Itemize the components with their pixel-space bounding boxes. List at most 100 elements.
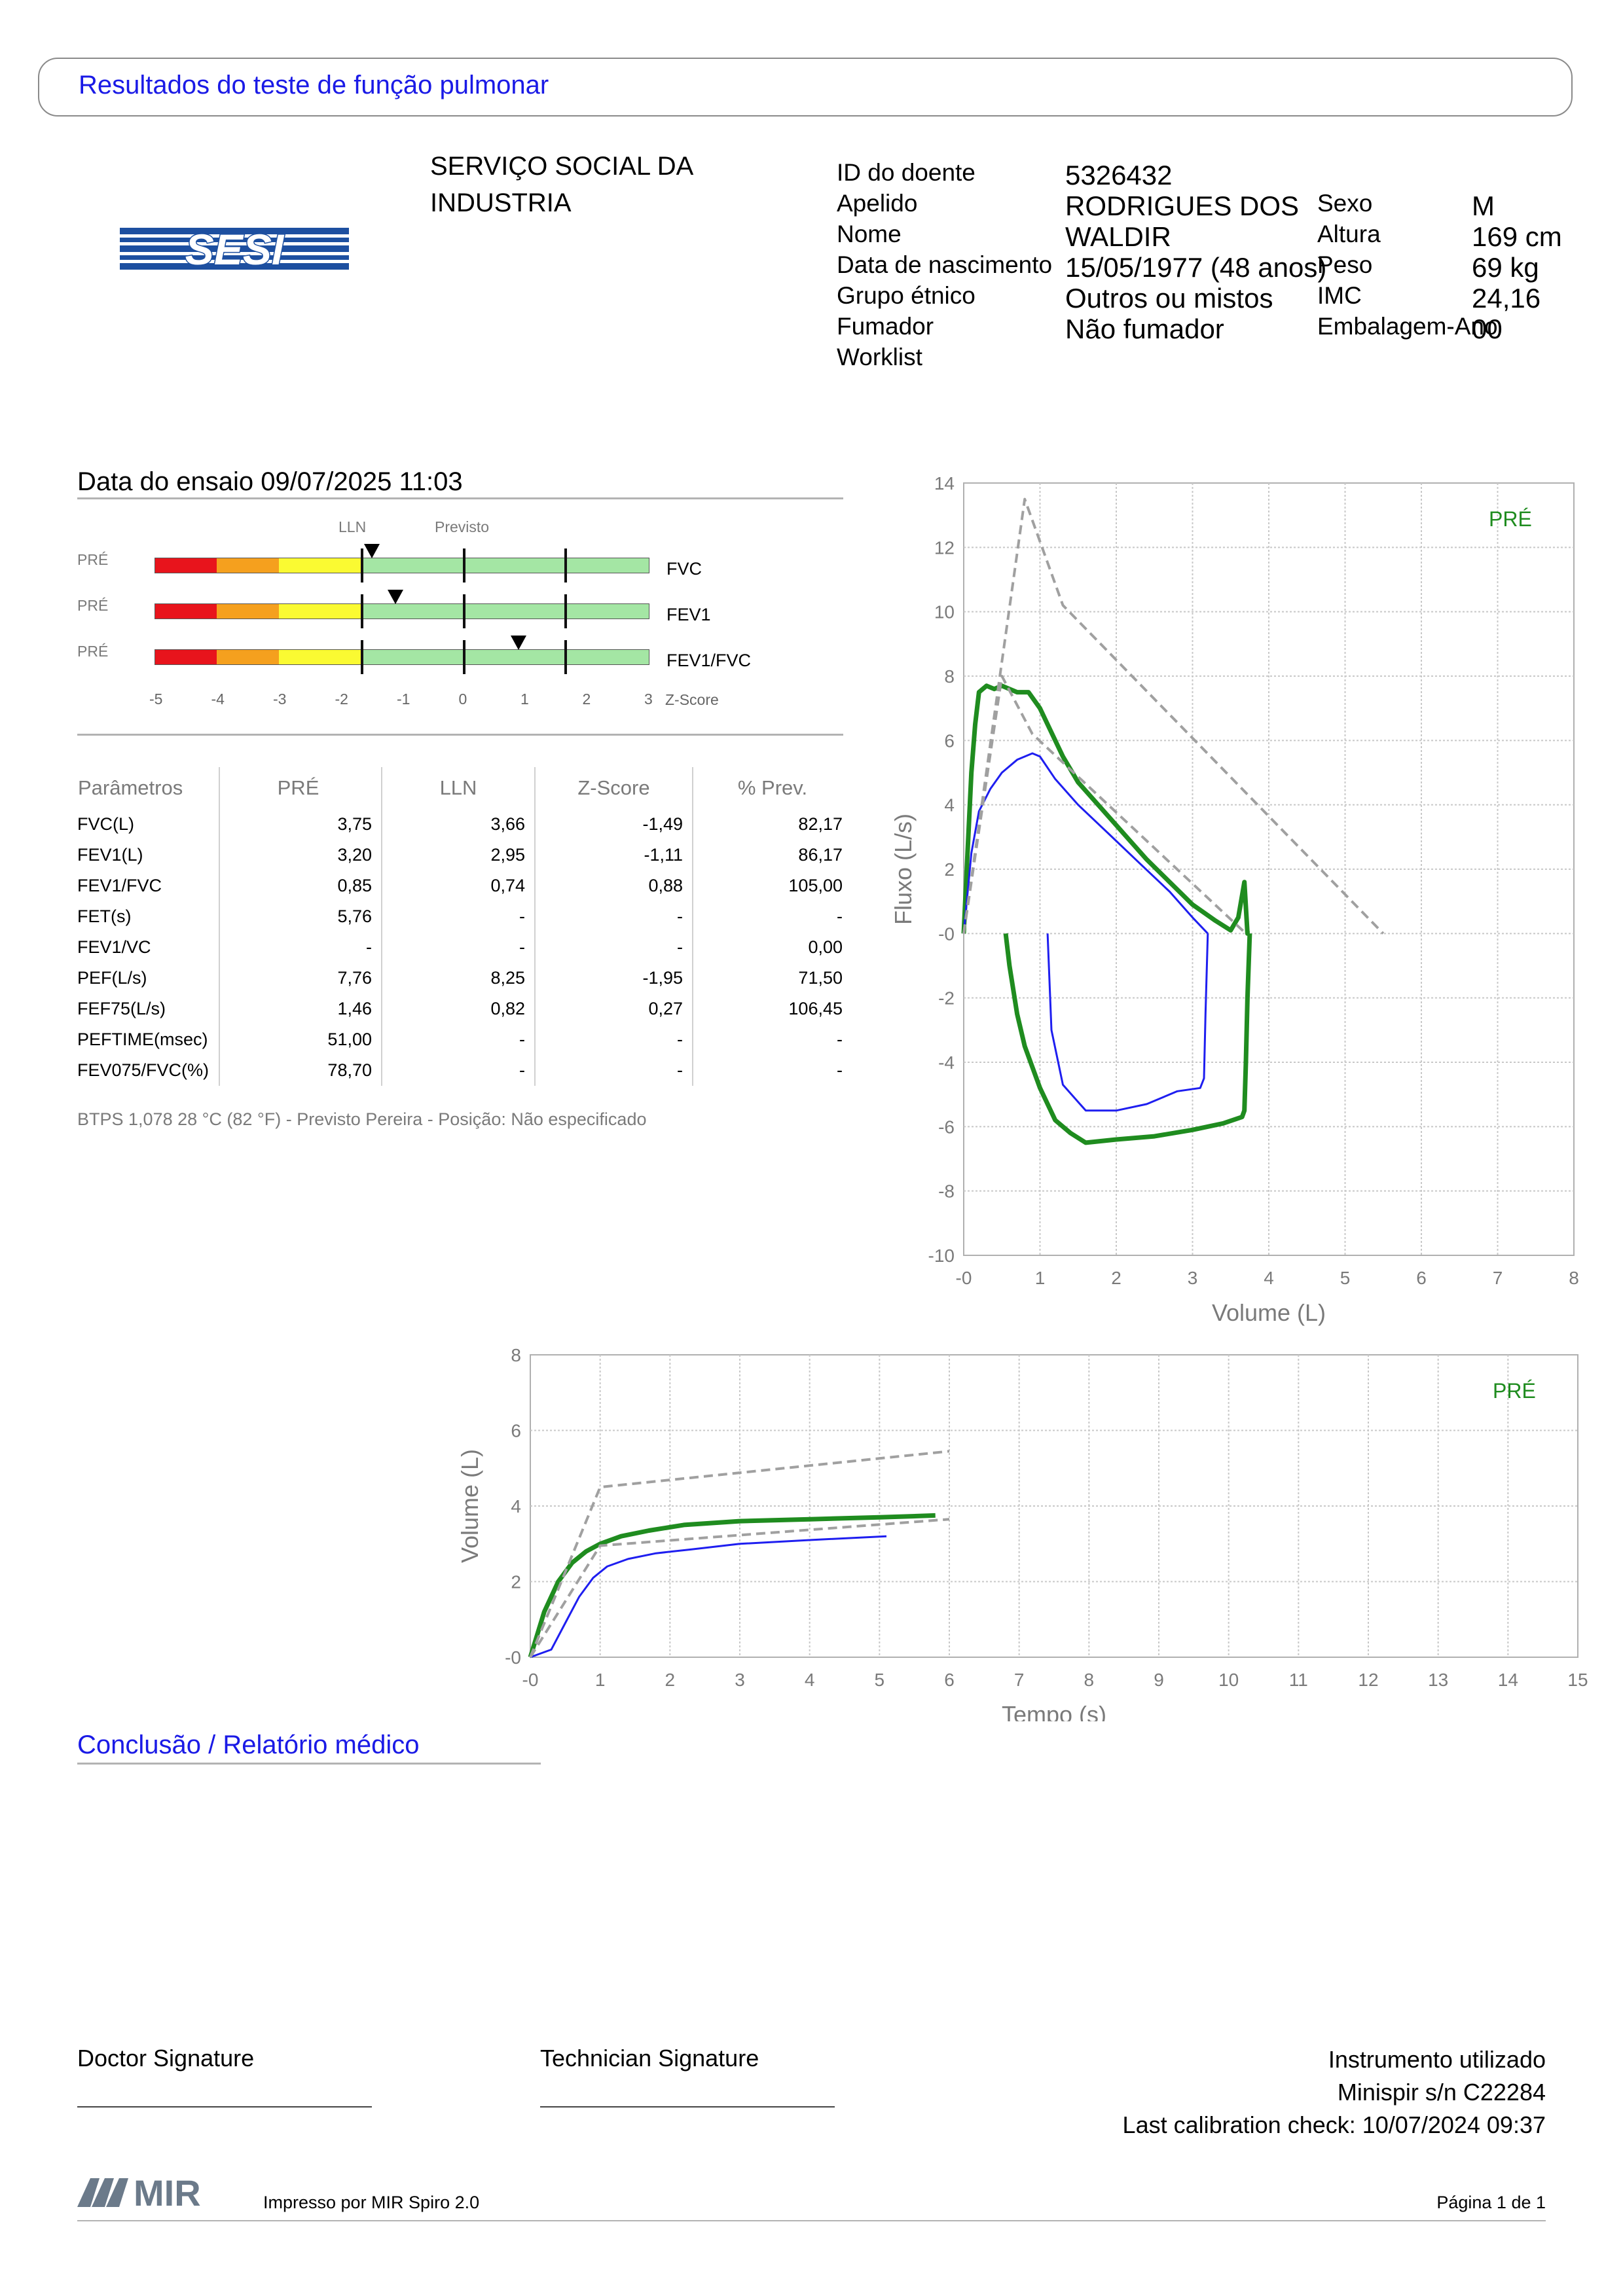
y-tick-label: 6 — [944, 730, 955, 751]
x-axis-title: Volume (L) — [1212, 1299, 1326, 1326]
sesi-logo: SESI — [120, 224, 349, 275]
test-date: Data do ensaio 09/07/2025 11:03 — [77, 467, 463, 496]
zscore-row-name: FVC — [666, 559, 702, 579]
param-value: 106,45 — [692, 994, 852, 1024]
x-tick-label: 1 — [1035, 1268, 1046, 1288]
divider — [77, 734, 843, 736]
zscore-tick — [462, 594, 465, 628]
x-tick-label: -0 — [956, 1268, 972, 1288]
x-tick-label: 11 — [1289, 1670, 1308, 1690]
zscore-segment-orange — [217, 558, 279, 573]
zscore-axis-tick: 2 — [582, 691, 591, 708]
x-tick-label: 4 — [805, 1670, 815, 1690]
y-tick-label: 8 — [511, 1345, 521, 1365]
col-header: LLN — [381, 767, 535, 809]
zscore-tick — [462, 640, 465, 674]
smoker-label: Fumador — [837, 313, 934, 340]
patient-name: WALDIR — [1065, 221, 1171, 252]
x-tick-label: 2 — [665, 1670, 676, 1690]
zscore-axis: -5 -4 -3 -2 -1 0 1 2 3 — [145, 691, 682, 710]
param-name: FEV075/FVC(%) — [77, 1060, 210, 1080]
zscore-segment-red — [155, 604, 217, 619]
x-tick-label: 6 — [1416, 1268, 1427, 1288]
param-value: - — [381, 901, 535, 932]
param-name: PEF(L/s) — [77, 968, 147, 988]
volume-time-chart: -0 1 2 3 4 5 6 7 8 9 10 11 12 13 14 15 8 6 4 2 -0 Tempo (s) Vo… — [419, 1335, 1597, 1728]
param-value: 0,00 — [692, 932, 852, 963]
instrument-label: Instrumento utilizado — [1328, 2046, 1546, 2073]
y-tick-label: 2 — [944, 859, 955, 880]
series-line-measured — [1003, 933, 1252, 1145]
param-value: 3,20 — [219, 840, 382, 870]
param-value: - — [692, 901, 852, 932]
zscore-bar — [155, 590, 649, 628]
report-header: Resultados do teste de função pulmonar — [38, 58, 1573, 117]
doctor-signature-label: Doctor Signature — [77, 2045, 255, 2072]
table-row: FET(s) 5,76- - - — [77, 901, 852, 932]
y-tick-label: -4 — [938, 1052, 955, 1073]
x-tick-label: 7 — [1014, 1670, 1025, 1690]
zscore-segment-yellow — [278, 604, 363, 619]
y-tick-label: -10 — [928, 1246, 955, 1266]
zscore-row-tag: PRÉ — [77, 643, 109, 660]
zscore-axis-tick: -5 — [149, 691, 163, 708]
zscore-axis-tick: 1 — [520, 691, 529, 708]
patient-weight: 69 kg — [1472, 252, 1539, 283]
zscore-segment-yellow — [278, 558, 363, 573]
zscore-tick — [361, 594, 364, 628]
param-name: PEFTIME(msec) — [77, 1030, 208, 1049]
patient-values: 5326432 RODRIGUES DOS WALDIR 15/05/1977 … — [1065, 160, 1326, 344]
parameters-table: Parâmetros PRÉ LLN Z-Score % Prev. FVC(L… — [77, 767, 852, 1086]
x-tick-label: 2 — [1111, 1268, 1122, 1288]
y-axis-title: Fluxo (L/s) — [890, 814, 917, 925]
param-value: -1,11 — [534, 840, 693, 870]
x-tick-label: 9 — [1154, 1670, 1164, 1690]
footer-rule — [77, 2220, 1546, 2221]
patient-sex: M — [1472, 190, 1495, 221]
param-value: - — [534, 901, 693, 932]
param-value: 0,85 — [219, 870, 382, 901]
zscore-tick — [564, 548, 567, 583]
table-row: FEF75(L/s) 1,46 0,82 0,27 106,45 — [77, 994, 852, 1024]
zscore-tick — [462, 548, 465, 583]
zscore-marker — [363, 544, 380, 558]
y-axis-title: Volume (L) — [456, 1449, 483, 1563]
x-tick-label: 3 — [735, 1670, 745, 1690]
param-name: FEV1/FVC — [77, 876, 162, 895]
zscore-tick — [361, 548, 364, 583]
param-name: FVC(L) — [77, 814, 134, 834]
dob-label: Data de nascimento — [837, 251, 1053, 278]
param-value: 8,25 — [381, 963, 535, 994]
bmi-label: IMC — [1317, 282, 1362, 309]
zscore-segment-green — [362, 650, 649, 664]
y-tick-label: -0 — [505, 1647, 521, 1668]
patient-id: 5326432 — [1065, 160, 1173, 190]
patient-smoker: Não fumador — [1065, 314, 1224, 344]
technician-signature-label: Technician Signature — [540, 2045, 759, 2072]
conclusion-title: Conclusão / Relatório médico — [77, 1731, 420, 1759]
report-title: Resultados do teste de função pulmonar — [79, 71, 549, 99]
table-header-row: Parâmetros PRÉ LLN Z-Score % Prev. — [77, 767, 852, 809]
patient-surname: RODRIGUES DOS — [1065, 190, 1300, 221]
weight-label: Peso — [1317, 251, 1373, 278]
zscore-axis-tick: -1 — [397, 691, 410, 708]
patient-height: 169 cm — [1472, 221, 1562, 252]
param-value: 0,74 — [381, 870, 535, 901]
ethnic-label: Grupo étnico — [837, 282, 976, 309]
parameters-table-wrap: Parâmetros PRÉ LLN Z-Score % Prev. FVC(L… — [77, 767, 852, 1086]
predicted-label: Previsto — [435, 518, 490, 535]
zscore-row-tag: PRÉ — [77, 597, 109, 614]
param-value: - — [692, 1024, 852, 1055]
zscore-row-tag: PRÉ — [77, 551, 109, 568]
doctor-signature-line — [77, 2106, 372, 2108]
mir-logo-text: MIR — [134, 2176, 201, 2208]
param-value: 0,27 — [534, 994, 693, 1024]
patient-pack-years: 00 — [1472, 314, 1503, 344]
patient-values-2: M 169 cm 69 kg 24,16 00 — [1472, 190, 1562, 344]
table-footnote: BTPS 1,078 28 °C (82 °F) - Previsto Pere… — [77, 1109, 647, 1129]
table-row: PEF(L/s) 7,76 8,25 -1,95 71,50 — [77, 963, 852, 994]
flow-volume-chart: -0 1 2 3 4 5 6 7 8 14 12 10 8 6 4 2 -0 -2 -4 -6 -8 -10 Volume … — [864, 471, 1597, 1342]
col-header: PRÉ — [219, 767, 382, 809]
x-axis-title: Tempo (s) — [1002, 1701, 1106, 1721]
zscore-segment-orange — [217, 650, 279, 664]
